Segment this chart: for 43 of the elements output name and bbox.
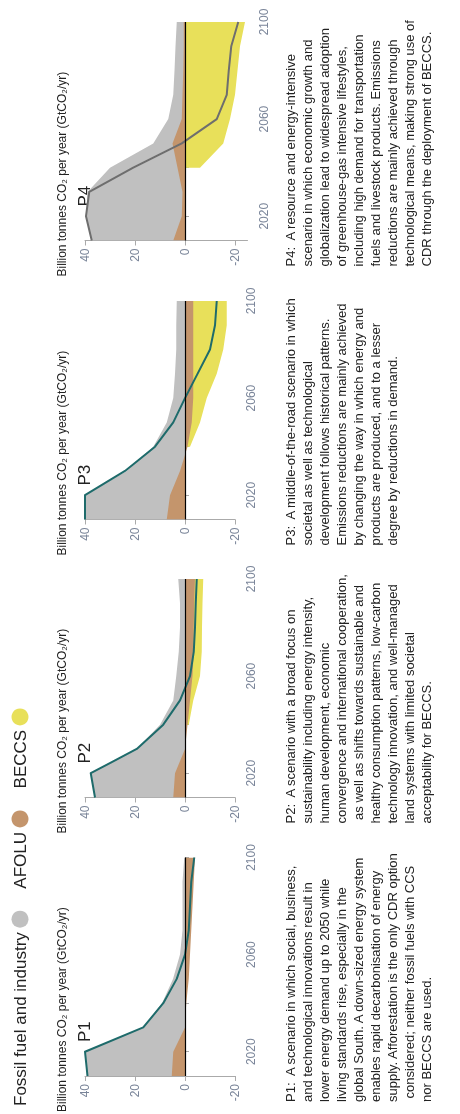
text: P3: A middle-of-the-road scenario in which societal as well as technological development follows historical patterns. Emissions reductions are mainly achieved by changing the way in which energy and products are produced, and to a lesser degree by reductions in demand. <box>283 294 400 545</box>
x-tick-label: 0 <box>178 1083 192 1091</box>
x-tick-label: 40 <box>78 526 92 541</box>
y-axis-title: Billion tonnes CO₂ per year (GtCO₂/yr) <box>55 71 69 277</box>
y-tick-label: 2020 <box>244 1038 258 1066</box>
legend-label: Fossil fuel and industry <box>10 931 30 1106</box>
y-tick-label: 2060 <box>256 105 271 133</box>
y-tick-label: 2100 <box>244 565 258 593</box>
legend-label: AFOLU <box>10 831 30 889</box>
y-tick-label: 2100 <box>244 286 258 314</box>
x-tick-label: 0 <box>178 805 192 813</box>
text: P1: A scenario in which social, business, and technological innovations result in lower energy demand up to 2050 while living standards rise, especially in the global South. A down-sized energy system enables rapid decarbonisation of energy supply. Afforestation is the only CDR option considered; neither fossil fuels with CCS nor BECCS are used. <box>283 853 434 1102</box>
y-tick-label: 2060 <box>244 940 258 968</box>
x-tick-label: 40 <box>78 248 92 262</box>
text: P1 <box>74 1021 94 1042</box>
y-axis-title: Billion tonnes CO₂ per year (GtCO₂/yr) <box>55 628 69 834</box>
x-tick-label: 20 <box>128 1083 142 1098</box>
x-tick-label: -20 <box>228 248 242 266</box>
y-axis-title: Billion tonnes CO₂ per year (GtCO₂/yr) <box>55 350 69 555</box>
x-tick-label: -20 <box>228 805 242 823</box>
y-tick-label: 2020 <box>244 759 258 787</box>
x-tick-label: 0 <box>178 248 192 256</box>
x-tick-label: 20 <box>128 526 142 541</box>
x-tick-label: 20 <box>128 805 142 819</box>
x-tick-label: -20 <box>228 526 242 545</box>
y-tick-label: 2100 <box>244 843 258 871</box>
x-tick-label: -20 <box>228 1083 242 1102</box>
y-tick-label: 2060 <box>244 662 258 690</box>
x-tick-label: 40 <box>78 805 92 819</box>
legend-label: BECCS <box>10 729 30 789</box>
text: P4: A resource and energy-intensive scenario in which economic growth and globalization lead to widespread adoption of greenhouse-gas intensive lifestyles, including high demand for transportation fuels and livestock products. Emissions reductions are mainly achieved through technological means, making strong use of CDR through the deployment of BECCS. <box>283 20 434 267</box>
text: P2: A scenario with a broad focus on sustainability including energy intensity, human development, economic convergence and international cooperation, as well as shifts towards sustainable and healthy consumption patterns, low-carbon technology innovation, and well-managed land systems with limited societal acceptability for BECCS. <box>283 574 434 824</box>
text: P2 <box>74 742 94 764</box>
text: P4 <box>74 185 94 207</box>
x-tick-label: 40 <box>78 1083 92 1098</box>
y-tick-label: 2020 <box>256 202 271 230</box>
text: P3 <box>74 464 94 485</box>
y-tick-label: 2020 <box>244 481 258 509</box>
y-tick-label: 2060 <box>244 383 258 411</box>
x-tick-label: 20 <box>128 248 142 262</box>
x-tick-label: 0 <box>178 526 192 534</box>
y-axis-title: Billion tonnes CO₂ per year (GtCO₂/yr) <box>55 907 69 1112</box>
y-tick-label: 2100 <box>256 8 271 36</box>
